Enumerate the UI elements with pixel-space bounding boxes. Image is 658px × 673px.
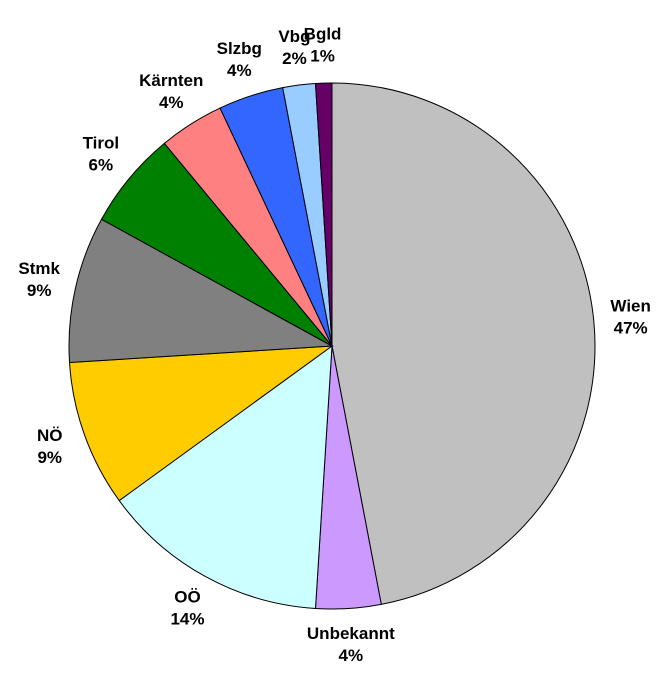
slice-value-label: 2% <box>282 49 307 68</box>
slice-value-label: 4% <box>159 93 184 112</box>
slice-value-label: 14% <box>170 609 204 628</box>
slice-value-label: 6% <box>89 155 114 174</box>
pie-slice <box>68 218 334 364</box>
slice-label: Tirol <box>83 133 120 152</box>
slice-label: Slzbg <box>217 39 262 58</box>
slice-label: Wien <box>610 296 650 315</box>
slice-value-label: 4% <box>227 61 252 80</box>
slice-value-label: 9% <box>27 281 52 300</box>
slice-label: Vbg <box>278 27 310 46</box>
slice-value-label: 1% <box>310 47 335 66</box>
pie-slice <box>68 345 334 502</box>
slice-label: Kärnten <box>139 71 203 90</box>
slice-label: OÖ <box>174 587 200 606</box>
slice-value-label: 9% <box>37 448 62 467</box>
slice-label: Unbekannt <box>307 624 395 643</box>
slice-label: NÖ <box>37 426 63 445</box>
slice-value-label: 47% <box>614 318 648 337</box>
pie-slice <box>331 82 596 605</box>
pie-slice <box>314 82 333 347</box>
pie-slice <box>118 344 333 610</box>
slice-value-label: 4% <box>339 646 364 665</box>
slice-label: Stmk <box>18 259 60 278</box>
slice-label: Bgld <box>304 25 342 44</box>
